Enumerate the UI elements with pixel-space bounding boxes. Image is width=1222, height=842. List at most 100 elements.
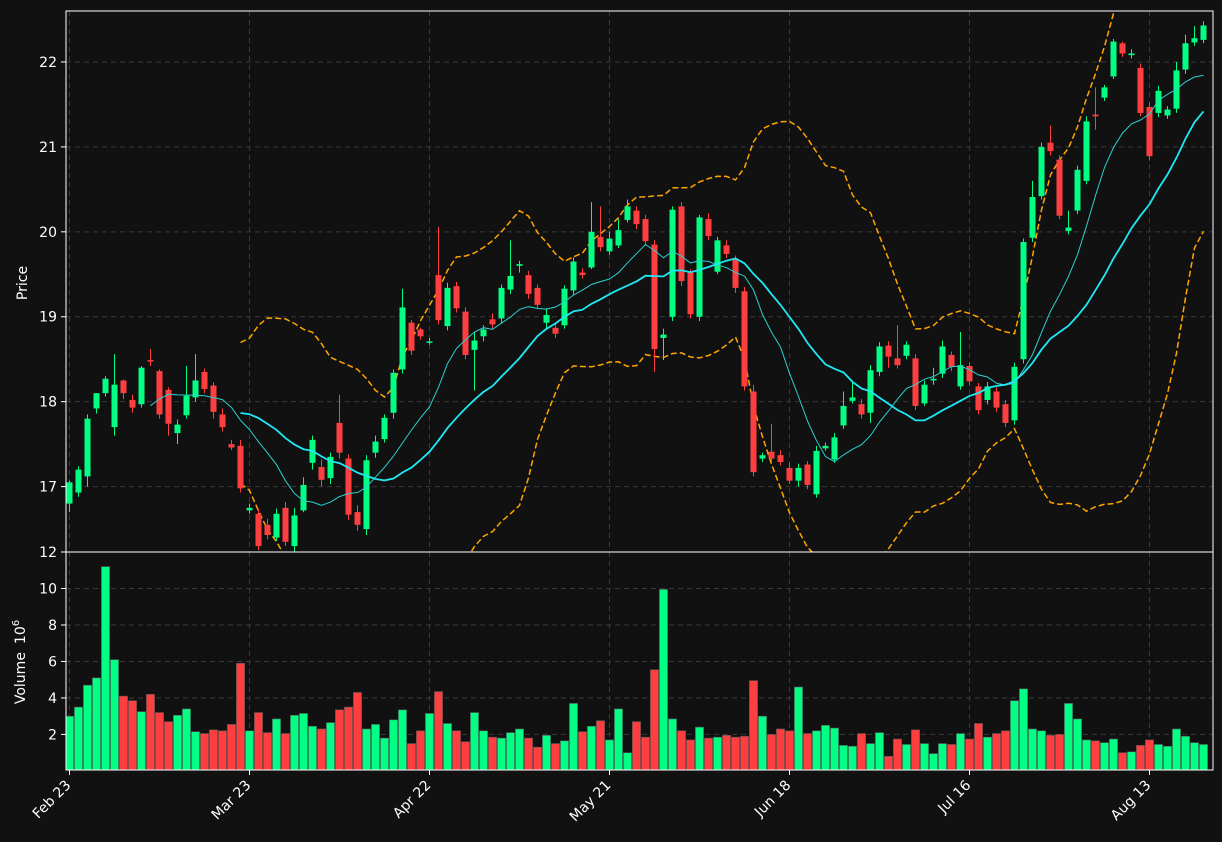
candle bbox=[534, 284, 541, 310]
volume-bar bbox=[1037, 730, 1046, 770]
candle bbox=[1083, 116, 1090, 185]
candle-body bbox=[1119, 43, 1126, 54]
candle-body bbox=[165, 389, 172, 424]
volume-bar bbox=[101, 566, 110, 770]
candle bbox=[1020, 238, 1027, 364]
candle bbox=[165, 387, 172, 436]
candle bbox=[1146, 102, 1153, 161]
candle-body bbox=[615, 230, 622, 246]
candle-body bbox=[921, 384, 928, 404]
volume-bar bbox=[434, 691, 443, 770]
candle bbox=[435, 226, 442, 325]
candle bbox=[606, 231, 613, 255]
candle bbox=[282, 501, 289, 547]
volume-bar bbox=[839, 745, 848, 770]
candle bbox=[345, 454, 352, 520]
volume-bar bbox=[317, 728, 326, 770]
volume-bar bbox=[407, 743, 416, 770]
candle-body bbox=[489, 319, 496, 325]
volume-bar bbox=[884, 756, 893, 770]
candle bbox=[750, 384, 757, 477]
candle-body bbox=[381, 417, 388, 440]
candle-body bbox=[66, 482, 73, 504]
candle-body bbox=[597, 236, 604, 248]
candle bbox=[516, 260, 523, 273]
volume-bar bbox=[1001, 730, 1010, 770]
candle-body bbox=[588, 231, 595, 268]
volume-bar bbox=[1091, 740, 1100, 770]
volume-panel: 2 4 6 8 10 12 Volume106 bbox=[11, 545, 1214, 771]
volume-bar bbox=[353, 692, 362, 770]
candle-body bbox=[111, 384, 118, 428]
volume-bar bbox=[551, 743, 560, 770]
candle-body bbox=[1182, 43, 1189, 70]
volume-bar bbox=[299, 713, 308, 770]
candle-body bbox=[372, 441, 379, 453]
volume-bar bbox=[983, 736, 992, 770]
candle-body bbox=[1011, 366, 1018, 421]
candle bbox=[696, 214, 703, 321]
candle-body bbox=[822, 445, 829, 449]
volume-bar bbox=[66, 715, 74, 770]
candle bbox=[84, 414, 91, 487]
candle-body bbox=[1047, 142, 1054, 152]
candle-body bbox=[705, 219, 712, 237]
candle-body bbox=[1092, 114, 1099, 117]
candle-body bbox=[399, 307, 406, 370]
volume-label-text: Volume bbox=[13, 652, 29, 704]
volume-bar bbox=[623, 752, 632, 770]
candle bbox=[1011, 362, 1018, 425]
candle-body bbox=[1191, 38, 1198, 43]
volume-bar bbox=[1055, 734, 1064, 770]
candle-body bbox=[282, 507, 289, 542]
volume-bar bbox=[821, 725, 830, 770]
candle-body bbox=[912, 358, 919, 406]
candle-body bbox=[606, 238, 613, 252]
candle-body bbox=[1020, 242, 1027, 360]
volume-bar bbox=[497, 737, 506, 770]
candle bbox=[768, 423, 775, 462]
moving-averages bbox=[150, 74, 1205, 506]
candle-body bbox=[1128, 53, 1135, 56]
volume-bar bbox=[488, 736, 497, 770]
volume-bar bbox=[911, 729, 920, 770]
volume-bar bbox=[812, 730, 821, 770]
volume-bar bbox=[830, 727, 839, 770]
candle-body bbox=[858, 404, 865, 415]
volume-bar bbox=[254, 712, 263, 770]
volume-bar bbox=[578, 731, 587, 770]
price-y-tick-label: 18 bbox=[39, 395, 57, 411]
candle bbox=[588, 202, 595, 270]
candle bbox=[1119, 41, 1126, 57]
candle-body bbox=[957, 365, 964, 387]
candle-body bbox=[768, 451, 775, 459]
candle-body bbox=[714, 240, 721, 272]
volume-bar bbox=[1154, 744, 1163, 770]
volume-bar bbox=[146, 693, 155, 770]
candle-body bbox=[849, 397, 856, 401]
volume-bar bbox=[641, 736, 650, 770]
candle-body bbox=[966, 366, 973, 382]
candle bbox=[66, 480, 73, 513]
candle bbox=[291, 507, 298, 552]
volume-bar bbox=[731, 736, 740, 770]
candle bbox=[678, 202, 685, 287]
volume-bar bbox=[1082, 739, 1091, 770]
volume-bar bbox=[992, 733, 1001, 770]
volume-bar bbox=[227, 724, 236, 770]
volume-axis-label: Volume106 bbox=[11, 620, 29, 704]
candle bbox=[372, 435, 379, 458]
candle bbox=[948, 351, 955, 372]
candle-body bbox=[516, 264, 523, 266]
volume-bar bbox=[857, 733, 866, 770]
candle bbox=[93, 393, 100, 414]
candle bbox=[669, 206, 676, 321]
candle bbox=[831, 433, 838, 463]
volume-bar bbox=[218, 730, 227, 770]
volume-bar bbox=[236, 662, 245, 770]
volume-bar bbox=[596, 720, 605, 770]
candle-body bbox=[975, 386, 982, 411]
volume-bar bbox=[164, 721, 173, 770]
candle-body bbox=[993, 391, 1000, 408]
